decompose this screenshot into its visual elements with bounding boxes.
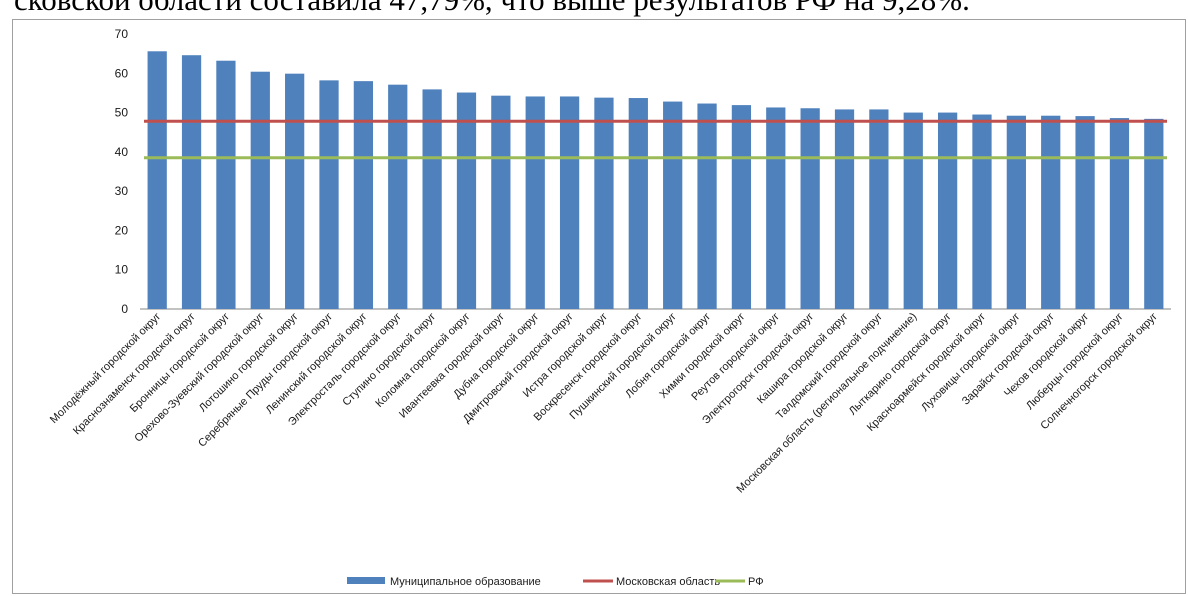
bar (628, 98, 648, 310)
bar (216, 60, 236, 309)
y-tick-label: 60 (115, 66, 129, 80)
chart-area: 0 10 20 30 40 50 60 70 Молодёжный городской окру… (12, 19, 1186, 594)
bar (319, 80, 339, 309)
bar (766, 107, 786, 309)
bar (1075, 116, 1095, 309)
y-tick-label: 50 (115, 106, 129, 120)
bar (559, 96, 580, 309)
bar (456, 92, 477, 310)
legend-label: Муниципальное образование (390, 576, 541, 588)
y-tick-label: 30 (115, 184, 129, 198)
bar (663, 101, 683, 309)
bar (147, 51, 167, 310)
x-category-label: Орехово-Зуевский городской округ (132, 311, 266, 445)
bar (422, 89, 442, 310)
bar (972, 114, 992, 310)
bar (353, 81, 374, 309)
y-tick-label: 20 (115, 223, 129, 237)
legend-swatch (347, 577, 385, 584)
y-tick-label: 40 (115, 145, 129, 159)
bar (937, 112, 958, 309)
page-heading-fragment: сковской области составила 47,79%, что в… (14, 0, 1188, 20)
bar (181, 55, 202, 309)
x-category-label: Краснознаменск городской округ (71, 311, 198, 438)
y-tick-label: 10 (115, 263, 129, 277)
bar (869, 109, 889, 309)
bar (285, 73, 305, 309)
bar (525, 96, 545, 309)
bar (1144, 118, 1164, 309)
bar (731, 105, 752, 309)
bar (250, 71, 270, 309)
bar (697, 103, 717, 310)
bar (1006, 115, 1026, 309)
bar (491, 95, 511, 309)
legend-label: РФ (748, 576, 764, 588)
bar (1041, 115, 1061, 309)
bar (903, 112, 923, 309)
bar (834, 109, 855, 309)
y-tick-label: 0 (121, 302, 128, 316)
bar (388, 84, 408, 309)
bar (1109, 118, 1130, 309)
bar (594, 97, 614, 310)
y-tick-label: 70 (115, 27, 129, 41)
legend-label: Московская область (616, 576, 720, 588)
bar (800, 108, 820, 309)
